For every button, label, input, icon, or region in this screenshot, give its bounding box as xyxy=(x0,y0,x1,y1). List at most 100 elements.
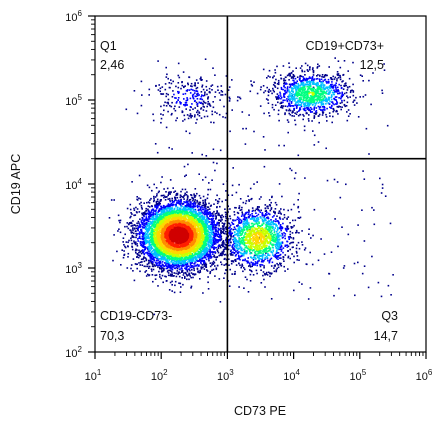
event-dot xyxy=(203,255,206,257)
event-dot xyxy=(271,92,273,95)
event-dot xyxy=(290,169,293,172)
event-dot xyxy=(154,249,156,252)
event-dot xyxy=(194,95,197,98)
event-dot xyxy=(113,234,115,236)
event-dot xyxy=(199,98,202,100)
event-dot xyxy=(237,248,239,251)
event-dot xyxy=(138,235,141,238)
event-dot xyxy=(197,218,199,220)
event-dot xyxy=(184,85,186,87)
event-dot xyxy=(183,210,185,212)
event-dot xyxy=(273,230,276,233)
event-dot xyxy=(233,242,235,245)
event-dot xyxy=(183,258,186,260)
event-dot xyxy=(175,275,178,278)
event-dot xyxy=(257,209,260,211)
event-dot xyxy=(197,94,199,97)
event-dot xyxy=(194,83,196,85)
event-dot xyxy=(279,218,282,220)
event-dot xyxy=(171,209,174,211)
event-dot xyxy=(235,253,237,256)
event-dot xyxy=(132,224,134,227)
event-dot xyxy=(265,252,267,254)
event-dot xyxy=(277,235,280,237)
event-dot xyxy=(313,115,316,117)
event-dot xyxy=(177,209,180,212)
event-dot xyxy=(181,277,183,279)
event-dot xyxy=(194,261,196,263)
event-dot xyxy=(153,313,156,316)
event-dot xyxy=(291,76,293,78)
event-dot xyxy=(333,89,335,91)
event-dot xyxy=(177,201,180,203)
event-dot xyxy=(211,262,214,264)
event-dot xyxy=(195,257,198,259)
event-dot xyxy=(149,223,151,226)
event-dot xyxy=(334,96,337,98)
event-dot xyxy=(123,244,125,246)
event-dot xyxy=(174,263,177,266)
event-dot xyxy=(194,208,197,211)
event-dot xyxy=(168,256,171,259)
event-dot xyxy=(243,217,246,219)
event-dot xyxy=(229,215,231,217)
event-dot xyxy=(279,91,281,94)
event-dot xyxy=(323,92,325,94)
event-dot xyxy=(306,263,308,266)
event-dot xyxy=(320,100,323,103)
event-dot xyxy=(175,259,178,261)
event-dot xyxy=(286,74,289,77)
event-dot xyxy=(232,219,235,222)
event-dot xyxy=(284,113,286,116)
event-dot xyxy=(157,191,160,194)
event-dot xyxy=(238,262,240,265)
event-dot xyxy=(313,116,316,118)
event-dot xyxy=(239,240,241,242)
event-dot xyxy=(242,252,244,255)
event-dot xyxy=(273,215,275,217)
event-dot xyxy=(136,233,139,235)
event-dot xyxy=(309,85,312,88)
event-dot xyxy=(221,242,224,244)
event-dot xyxy=(267,253,269,255)
event-dot xyxy=(322,100,325,102)
event-dot xyxy=(165,92,168,95)
event-dot xyxy=(216,162,218,165)
event-dot xyxy=(304,78,306,81)
event-dot xyxy=(316,82,319,84)
event-dot xyxy=(211,269,213,271)
event-dot xyxy=(136,255,138,258)
event-dot xyxy=(164,262,166,264)
event-dot xyxy=(187,195,189,198)
event-dot xyxy=(331,87,334,89)
event-dot xyxy=(180,102,182,104)
event-dot xyxy=(219,149,222,152)
event-dot xyxy=(195,95,198,98)
event-dot xyxy=(339,196,342,199)
event-dot xyxy=(270,219,272,221)
event-dot xyxy=(159,254,161,256)
event-dot xyxy=(207,208,209,211)
event-dot xyxy=(314,83,317,85)
event-dot xyxy=(337,92,339,95)
event-dot xyxy=(190,285,193,288)
event-dot xyxy=(292,76,294,78)
event-dot xyxy=(258,254,261,257)
event-dot xyxy=(278,242,281,244)
event-dot xyxy=(156,262,158,264)
event-dot xyxy=(302,108,305,110)
event-dot xyxy=(156,194,158,197)
event-dot xyxy=(179,259,182,261)
event-dot xyxy=(313,208,316,211)
event-dot xyxy=(182,196,185,199)
event-dot xyxy=(284,86,286,89)
event-dot xyxy=(140,228,143,231)
event-dot xyxy=(243,249,246,252)
event-dot xyxy=(292,96,294,98)
event-dot xyxy=(166,205,168,208)
event-dot xyxy=(148,245,151,248)
event-dot xyxy=(313,101,316,103)
event-dot xyxy=(326,74,328,77)
event-dot xyxy=(185,212,187,214)
event-dot xyxy=(292,70,294,72)
